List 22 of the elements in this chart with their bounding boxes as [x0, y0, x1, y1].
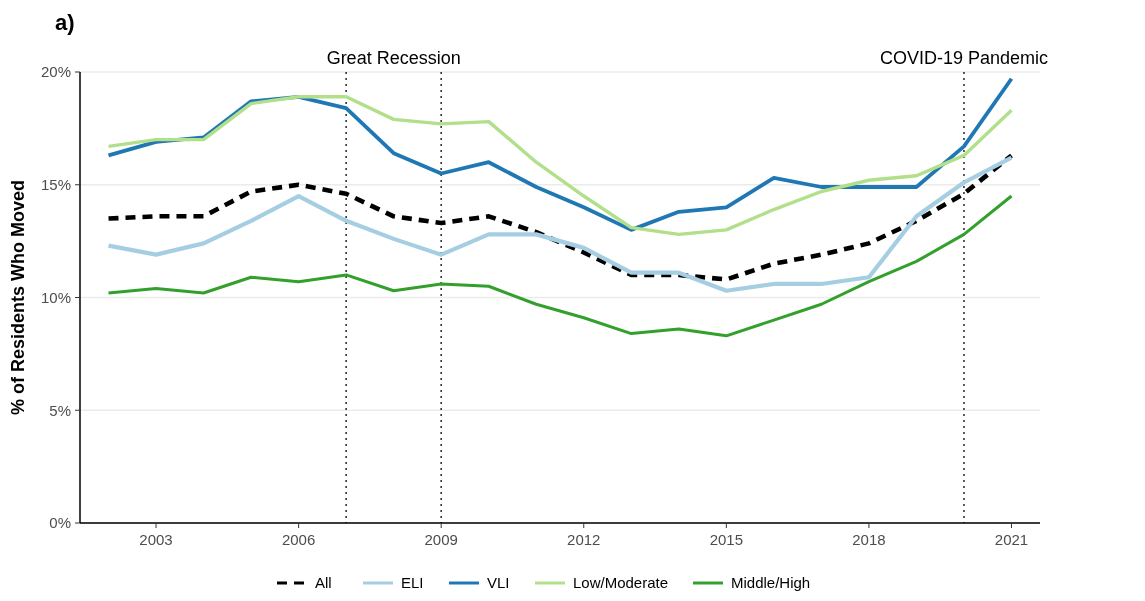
legend-label: Middle/High	[731, 574, 811, 592]
legend-label: Low/Moderate	[573, 574, 669, 592]
y-tick-label: 10%	[40, 288, 71, 306]
x-tick-label: 2003	[139, 531, 173, 548]
y-axis-title: % of Residents Who Moved	[8, 179, 28, 416]
y-tick-label: 20%	[40, 63, 71, 81]
x-tick-label: 2015	[709, 531, 744, 548]
ref-line-label: COVID-19 Pandemic	[879, 48, 1048, 68]
y-tick-label: 15%	[40, 176, 71, 193]
line-series	[107, 194, 1013, 338]
legend-label: All	[315, 574, 332, 592]
y-tick-label: 5%	[49, 401, 71, 419]
legend-label: ELI	[401, 574, 424, 592]
x-tick-label: 2018	[852, 531, 886, 548]
x-tick-label: 2009	[424, 531, 458, 548]
ref-line-label: Great Recession	[326, 48, 461, 68]
x-tick-label: 2012	[567, 531, 601, 548]
y-tick-label: 0%	[49, 514, 71, 532]
x-tick-label: 2006	[281, 531, 316, 548]
chart-title: a)	[55, 10, 75, 35]
x-tick-label: 2021	[994, 531, 1029, 548]
legend-label: VLI	[487, 574, 510, 592]
